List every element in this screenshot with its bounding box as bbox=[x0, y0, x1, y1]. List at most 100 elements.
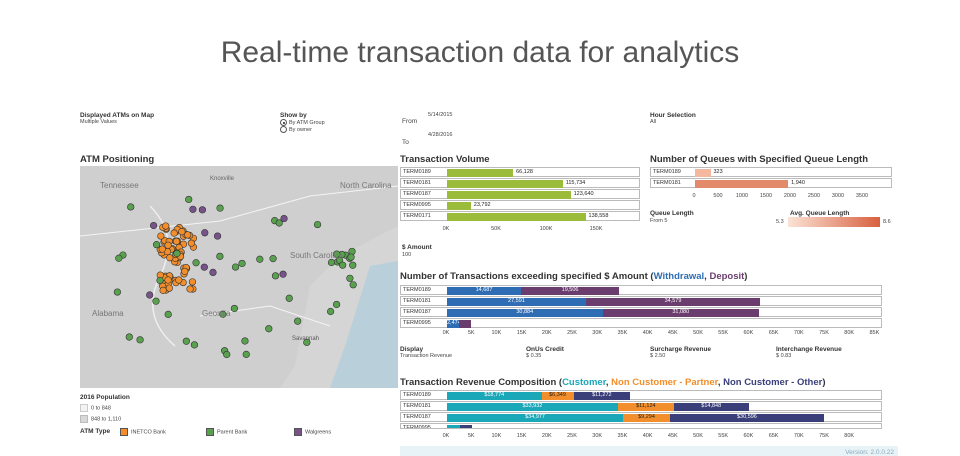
withdrawal-bar[interactable] bbox=[447, 320, 460, 328]
atm-marker[interactable] bbox=[192, 259, 200, 267]
atm-marker[interactable] bbox=[164, 276, 172, 284]
table-row[interactable]: TERM0189 14,687 19,506 bbox=[400, 285, 882, 295]
volume-bar[interactable] bbox=[447, 169, 514, 177]
atm-marker[interactable] bbox=[186, 285, 194, 293]
atm-marker[interactable] bbox=[190, 341, 199, 349]
atm-marker[interactable] bbox=[178, 228, 186, 236]
atm-marker[interactable] bbox=[241, 337, 249, 345]
atm-marker[interactable] bbox=[187, 239, 195, 247]
volume-bar[interactable] bbox=[447, 191, 571, 199]
partner-revenue-bar[interactable] bbox=[541, 392, 574, 400]
atm-marker[interactable] bbox=[327, 307, 335, 316]
table-row[interactable]: TERM0189 66,128 bbox=[400, 167, 640, 177]
atm-marker[interactable] bbox=[182, 337, 190, 345]
atm-marker[interactable] bbox=[136, 336, 144, 344]
table-row[interactable]: TERM0171 138,558 bbox=[400, 211, 640, 221]
atm-marker[interactable] bbox=[209, 268, 217, 277]
atm-marker[interactable] bbox=[166, 254, 174, 262]
atm-marker[interactable] bbox=[242, 350, 250, 358]
queue-bar[interactable] bbox=[695, 180, 789, 188]
table-row[interactable]: TERM0187 123,640 bbox=[400, 189, 640, 199]
atm-marker[interactable] bbox=[152, 241, 161, 249]
volume-bar[interactable] bbox=[447, 213, 586, 221]
atm-marker[interactable] bbox=[280, 214, 288, 223]
other-revenue-bar[interactable] bbox=[573, 392, 631, 400]
onus-value[interactable]: $ 0.35 bbox=[526, 353, 542, 359]
atm-marker[interactable] bbox=[349, 281, 357, 289]
atm-marker[interactable] bbox=[275, 219, 283, 227]
radio-icon[interactable] bbox=[280, 126, 287, 133]
atm-marker[interactable] bbox=[152, 297, 160, 305]
atm-marker[interactable] bbox=[269, 255, 277, 263]
atm-marker[interactable] bbox=[170, 229, 178, 237]
atm-marker[interactable] bbox=[184, 231, 192, 239]
display-value[interactable]: Transaction Revenue bbox=[400, 353, 453, 359]
atm-marker[interactable] bbox=[157, 232, 165, 240]
atm-type-walgreens[interactable]: Walgreens bbox=[294, 428, 331, 436]
atm-marker[interactable] bbox=[333, 250, 341, 258]
interchange-value[interactable]: $ 0.83 bbox=[776, 353, 792, 359]
atm-type-parent[interactable]: Parent Bank bbox=[206, 428, 247, 436]
queue-bar[interactable] bbox=[695, 169, 711, 177]
atm-markers[interactable] bbox=[113, 195, 357, 359]
volume-bar[interactable] bbox=[447, 180, 563, 188]
withdrawal-bar[interactable] bbox=[447, 298, 586, 306]
atm-marker[interactable] bbox=[285, 294, 293, 302]
atm-marker[interactable] bbox=[294, 317, 302, 325]
to-date[interactable]: 4/28/2016 bbox=[428, 132, 453, 138]
atm-marker[interactable] bbox=[223, 350, 231, 359]
surcharge-value[interactable]: $ 2.50 bbox=[650, 353, 666, 359]
table-row[interactable]: TERM0187 $34,977 $9,294 $30,596 bbox=[400, 412, 882, 422]
table-row[interactable]: TERM0189 $18,774 $6,349 $11,272 bbox=[400, 390, 882, 400]
displayed-atms-filter[interactable]: Displayed ATMs on Map Multiple Values bbox=[80, 112, 154, 125]
atm-marker[interactable] bbox=[185, 195, 193, 204]
atm-marker[interactable] bbox=[279, 270, 287, 278]
display-filter[interactable]: Display Transaction Revenue bbox=[400, 346, 452, 359]
atm-marker[interactable] bbox=[172, 237, 181, 245]
atm-marker[interactable] bbox=[159, 286, 167, 294]
hour-selection-value[interactable]: All bbox=[650, 119, 657, 125]
surcharge-param[interactable]: Surcharge Revenue $ 2.50 bbox=[650, 346, 711, 359]
atm-marker[interactable] bbox=[339, 261, 347, 269]
atm-marker[interactable] bbox=[127, 203, 135, 211]
from-date[interactable]: 5/14/2015 bbox=[428, 112, 453, 118]
other-revenue-bar[interactable] bbox=[459, 425, 473, 428]
other-revenue-bar[interactable] bbox=[669, 414, 824, 422]
atm-marker[interactable] bbox=[164, 241, 172, 249]
atm-type-inetco[interactable]: INETCO Bank bbox=[120, 428, 166, 436]
other-revenue-bar[interactable] bbox=[673, 403, 749, 411]
deposit-bar[interactable] bbox=[520, 287, 620, 295]
deposit-bar[interactable] bbox=[459, 320, 472, 328]
radio-selected-icon[interactable] bbox=[280, 119, 287, 126]
atm-marker[interactable] bbox=[115, 254, 123, 262]
atm-marker[interactable] bbox=[189, 205, 197, 213]
atm-marker[interactable] bbox=[201, 229, 209, 237]
table-row[interactable]: TERM0181 115,734 bbox=[400, 178, 640, 188]
atm-marker[interactable] bbox=[219, 310, 227, 318]
queue-length-value[interactable]: From 5 bbox=[650, 218, 668, 224]
atm-marker[interactable] bbox=[303, 338, 311, 346]
atm-marker[interactable] bbox=[213, 232, 222, 240]
table-row[interactable]: TERM0995 23,792 bbox=[400, 200, 640, 210]
table-row[interactable]: TERM0181 $33,932 $11,124 $14,848 bbox=[400, 401, 882, 411]
atm-marker[interactable] bbox=[146, 291, 154, 299]
atm-map[interactable]: Knoxville Tennessee North Carolina South… bbox=[80, 166, 398, 388]
map-canvas[interactable]: Knoxville Tennessee North Carolina South… bbox=[80, 166, 398, 388]
table-row[interactable]: TERM0995 2,474 bbox=[400, 318, 882, 328]
table-row[interactable]: TERM0189 323 bbox=[650, 167, 892, 177]
customer-revenue-bar[interactable] bbox=[447, 392, 542, 400]
hour-selection-filter[interactable]: Hour Selection All bbox=[650, 112, 696, 125]
atm-marker[interactable] bbox=[265, 325, 273, 333]
atm-marker[interactable] bbox=[200, 263, 208, 271]
atm-marker[interactable] bbox=[238, 259, 246, 268]
atm-marker[interactable] bbox=[181, 267, 189, 275]
atm-marker[interactable] bbox=[256, 255, 264, 263]
table-row[interactable]: TERM0181 1,940 bbox=[650, 178, 892, 188]
atm-marker[interactable] bbox=[198, 206, 207, 214]
table-row[interactable]: TERM0995 bbox=[400, 423, 882, 429]
customer-revenue-bar[interactable] bbox=[447, 425, 460, 428]
interchange-param[interactable]: Interchange Revenue $ 0.83 bbox=[776, 346, 842, 359]
atm-marker[interactable] bbox=[231, 263, 240, 271]
atm-marker[interactable] bbox=[113, 288, 121, 296]
atm-marker[interactable] bbox=[271, 272, 280, 280]
